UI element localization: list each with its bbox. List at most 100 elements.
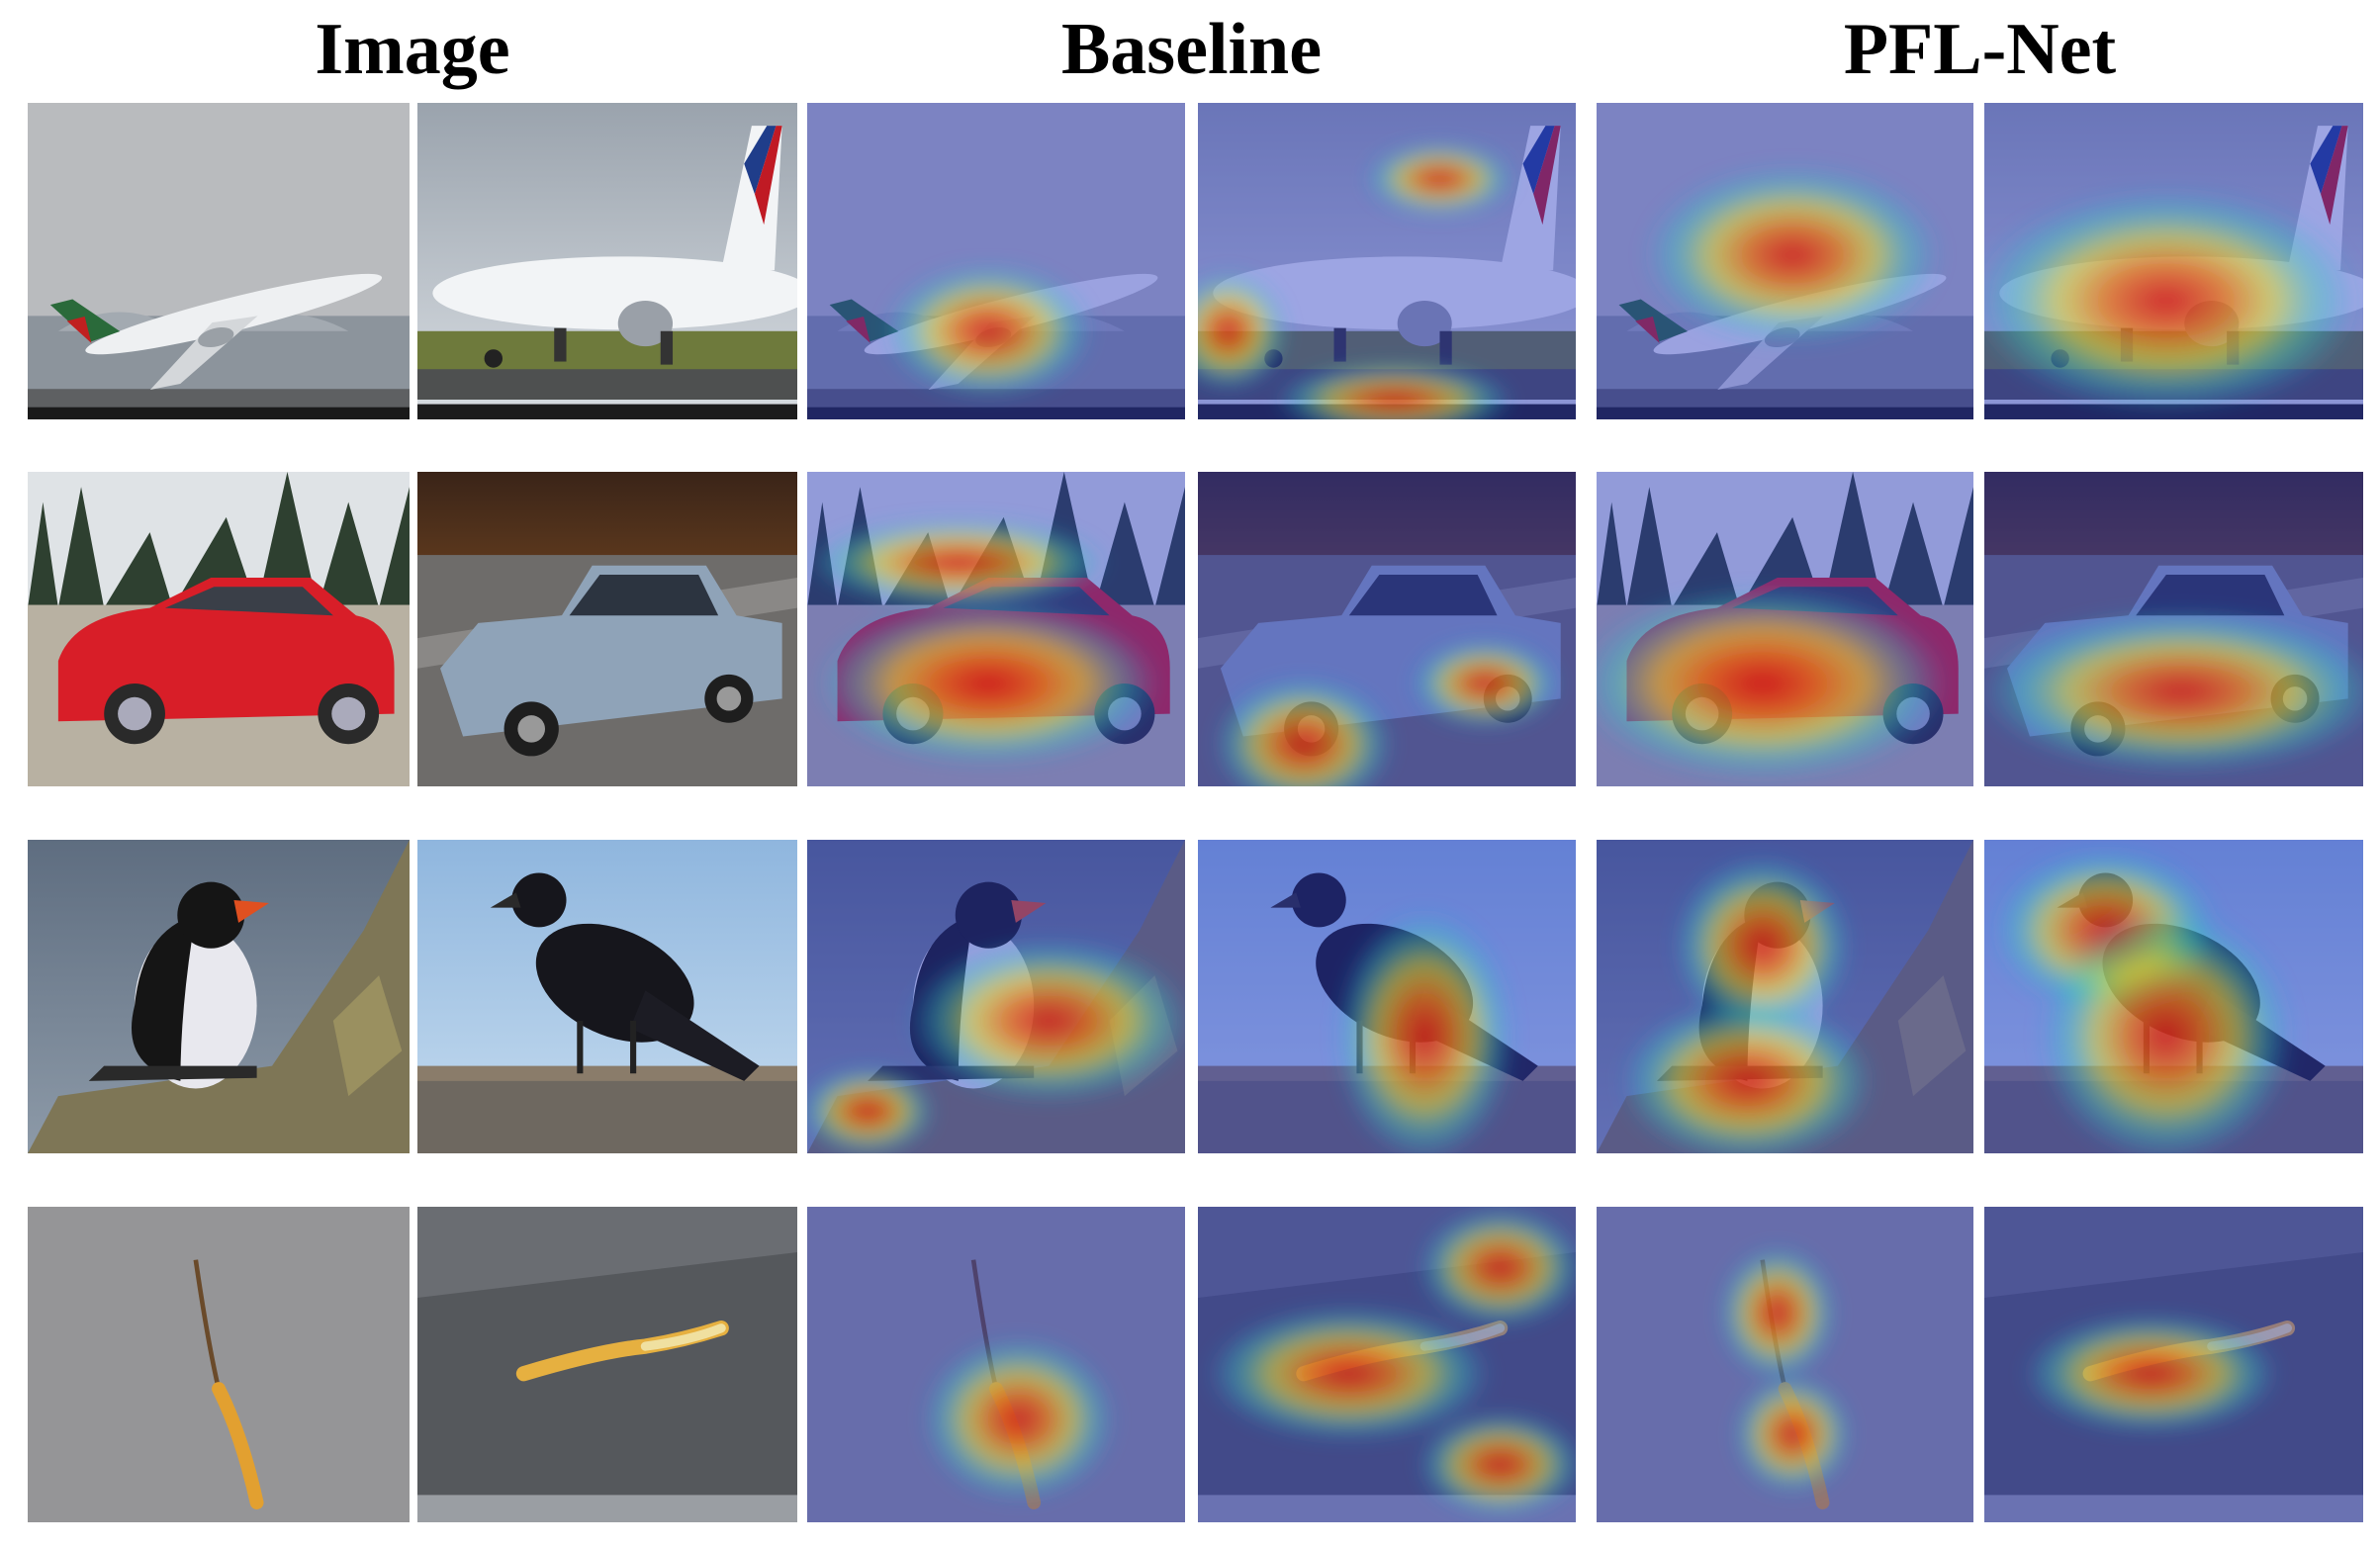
image-shape xyxy=(1213,256,1576,330)
image-shape xyxy=(1672,855,1854,1037)
image-shape xyxy=(1641,163,1944,347)
image-shape xyxy=(164,587,333,616)
image-shape xyxy=(1011,899,1047,923)
image-shape xyxy=(28,840,410,1153)
image-shape xyxy=(1273,361,1515,419)
heatmap-image xyxy=(1597,472,1973,786)
image-shape xyxy=(1984,607,2363,774)
image-shape xyxy=(1716,1244,1838,1382)
image-shape xyxy=(1198,270,1289,393)
column-header: PFL-Net xyxy=(1843,9,2117,90)
image-shape xyxy=(28,1207,410,1522)
image-shape xyxy=(1333,327,1346,362)
image-shape xyxy=(1618,998,1876,1153)
image-shape xyxy=(1984,1207,2363,1299)
heatmap-image xyxy=(807,840,1185,1153)
image-shape xyxy=(882,262,1095,400)
image-shape xyxy=(1213,638,1561,786)
heatmap-image xyxy=(807,1207,1185,1522)
heatmap-image xyxy=(1198,840,1576,1153)
image-shape xyxy=(417,1495,797,1522)
image-shape xyxy=(807,516,1110,608)
image-shape xyxy=(85,273,383,355)
input-image xyxy=(417,103,797,419)
image-shape xyxy=(807,407,1185,419)
image-shape xyxy=(1522,126,1555,195)
image-shape xyxy=(1597,585,1952,782)
image-shape xyxy=(2321,126,2348,226)
heatmap-image xyxy=(1198,1207,1576,1522)
image-shape xyxy=(554,327,567,362)
input-image xyxy=(417,1207,797,1522)
image-shape xyxy=(1205,1305,1493,1442)
image-shape xyxy=(807,938,1185,1153)
heatmap-image xyxy=(1984,1207,2363,1522)
heatmap-image xyxy=(1984,103,2363,419)
image-shape xyxy=(332,975,403,1097)
image-shape xyxy=(716,686,742,711)
image-shape xyxy=(807,1065,936,1153)
image-shape xyxy=(28,1207,410,1522)
input-image xyxy=(417,472,797,786)
image-shape xyxy=(417,1065,797,1081)
input-image xyxy=(417,840,797,1153)
image-shape xyxy=(754,126,782,226)
column-header: Image xyxy=(315,9,510,90)
image-shape xyxy=(1417,1412,1576,1518)
image-shape xyxy=(660,330,674,365)
image-shape xyxy=(118,696,152,731)
image-shape xyxy=(417,1207,797,1299)
image-shape xyxy=(28,472,410,608)
image-shape xyxy=(1397,301,1452,347)
heatmap-image xyxy=(1984,840,2363,1153)
image-shape xyxy=(814,599,1163,768)
image-shape xyxy=(66,317,92,343)
image-shape xyxy=(198,327,234,348)
image-shape xyxy=(193,1259,222,1390)
image-shape xyxy=(417,1073,797,1153)
image-shape xyxy=(1205,1207,1576,1518)
image-shape xyxy=(1984,607,2363,774)
image-shape xyxy=(1597,407,1973,419)
image-shape xyxy=(1213,676,1395,786)
image-shape xyxy=(484,349,503,368)
image-shape xyxy=(1732,1373,1854,1496)
image-shape xyxy=(1333,907,1515,1153)
image-shape xyxy=(640,1323,726,1351)
image-shape xyxy=(1618,855,1876,1153)
image-shape xyxy=(1597,472,1973,608)
image-shape xyxy=(882,262,1095,400)
heatmap-image xyxy=(1597,840,1973,1153)
image-shape xyxy=(569,574,719,616)
image-shape xyxy=(807,516,1163,768)
image-shape xyxy=(920,1335,1118,1503)
heatmap-image xyxy=(1198,472,1576,786)
heatmap-image xyxy=(807,472,1185,786)
image-shape xyxy=(1991,847,2296,1153)
image-shape xyxy=(1333,907,1515,1153)
image-shape xyxy=(1984,1495,2363,1522)
heatmap-image xyxy=(807,103,1185,419)
image-shape xyxy=(511,872,567,928)
image-shape xyxy=(1641,163,1944,347)
column-header: Baseline xyxy=(1060,9,1323,90)
heatmap-image xyxy=(1984,472,2363,786)
image-shape xyxy=(577,1020,584,1074)
image-shape xyxy=(630,990,760,1081)
image-shape xyxy=(417,404,797,419)
input-image xyxy=(28,103,410,419)
image-shape xyxy=(1984,186,2363,415)
image-shape xyxy=(1198,140,1515,419)
image-shape xyxy=(1897,975,1967,1097)
image-shape xyxy=(1409,638,1561,729)
image-shape xyxy=(1364,140,1515,218)
image-shape xyxy=(955,881,1022,949)
image-shape xyxy=(517,715,546,743)
image-shape xyxy=(28,407,410,419)
image-shape xyxy=(1716,1244,1854,1496)
heatmap-image xyxy=(1198,103,1576,419)
image-shape xyxy=(417,369,797,400)
image-shape xyxy=(1597,840,1973,1153)
